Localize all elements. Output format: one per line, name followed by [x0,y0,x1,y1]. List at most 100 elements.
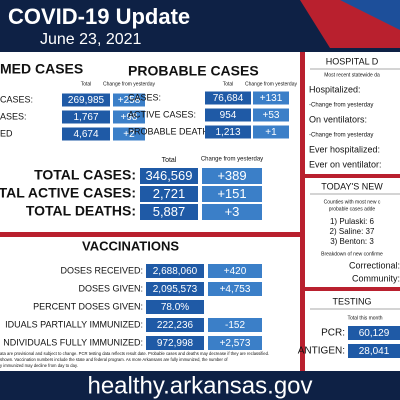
county: 2) Saline: 37 [330,227,375,236]
value-box [146,282,204,296]
column-header: Total this month [347,315,382,321]
value: 60,129 [359,328,390,339]
value-box [113,127,145,141]
row-label: ANTIGEN: [298,346,345,357]
value: 2,721 [153,186,186,201]
row-label: NDIVIDUALS FULLY IMMUNIZED: [3,337,143,347]
value: +4,753 [220,284,251,295]
intro: probable cases adde [329,206,376,212]
row-label: CASES: [128,92,161,102]
row-label: CASES: [0,94,33,104]
value: 78.0% [161,302,189,313]
section-title: HOSPITAL D [326,56,379,66]
row-label: ASES: [0,111,27,121]
value-box [146,264,204,278]
column-header: Change from yesterday [201,157,263,163]
divider [305,287,400,291]
row-label: PCR: [321,328,345,339]
value: 222,236 [157,320,194,331]
value: +98 [121,112,138,123]
value-box [140,186,198,202]
section-title: MED CASES [0,61,83,77]
value: 2,095,573 [153,284,198,295]
value-box [253,91,289,105]
value: 346,569 [146,168,193,183]
value-box [140,204,198,220]
value-box [202,168,262,184]
footnote: ata are provisional and subject to chang… [0,351,269,356]
row-label: Community: [352,273,400,283]
row-label: TOTAL DEATHS: [26,203,136,219]
row-label: DOSES RECEIVED: [60,265,143,275]
value: +1 [265,127,277,138]
value-box [62,110,110,124]
value: +3 [225,204,240,219]
row-label: PERCENT DOSES GIVEN: [33,301,143,311]
value: -152 [225,320,245,331]
row-label: TOTAL CASES: [34,167,136,183]
value: +258 [118,95,141,106]
column-header: Total [223,81,234,87]
value: +151 [217,186,246,201]
value-box [348,344,400,358]
row-label: ED [0,128,13,138]
row-label: -Change from yesterday [309,103,373,109]
section-title: TODAY'S NEW [321,181,383,191]
value: 269,985 [68,95,105,106]
side-panel [305,52,400,371]
subtitle: Most recent statewide da [324,72,380,78]
row-label: IDUALS PARTIALLY IMMUNIZED: [5,319,143,329]
intro: Counties with most new c [324,199,381,205]
value-box [208,318,262,332]
value-box [253,108,289,122]
value: +420 [224,266,247,277]
value: +131 [260,93,283,104]
row-label: TOTAL ACTIVE CASES: [0,185,136,201]
county: 3) Benton: 3 [330,237,374,246]
value: +2 [123,129,135,140]
value: 5,887 [153,204,186,219]
column-header: Change from yesterday [245,81,297,87]
value: 28,041 [359,346,390,357]
row-label: Correctional: [349,260,400,270]
footnote: shown. Vaccination numbers include the s… [0,357,228,362]
value: 1,767 [73,112,98,123]
divider [305,174,400,178]
value: 76,684 [213,93,244,104]
value-box [205,91,251,105]
date: June 23, 2021 [40,31,142,48]
value-box [208,336,262,350]
value-box [140,168,198,184]
value-box [62,93,110,107]
flag-stripe [340,0,400,30]
value: 2,688,060 [153,266,198,277]
value-box [205,108,251,122]
value-box [146,336,204,350]
value-box [146,300,204,314]
value: 954 [220,110,237,121]
value-box [113,93,145,107]
intro: Breakdown of new confirme [321,251,383,257]
row-label: Ever on ventilator: [309,159,382,169]
value-box [348,326,400,340]
value: +2,573 [220,338,251,349]
footnote: y immunized may decline from day to day. [0,363,78,368]
value: +389 [217,168,246,183]
value-box [202,204,262,220]
column-header: Total [162,157,177,164]
column-header: Total [81,81,92,87]
column-header: Change from yesterday [103,81,155,87]
row-label: DOSES GIVEN: [78,283,143,293]
value: +53 [263,110,280,121]
url: healthy.arkansas.gov [87,372,312,399]
value: 1,213 [215,127,240,138]
divider [300,52,305,371]
section-title: VACCINATIONS [82,238,179,253]
value-box [202,186,262,202]
row-label: PROBABLE DEATHS: [128,126,217,136]
county: 1) Pulaski: 6 [330,217,375,226]
divider [0,232,300,237]
row-label: Hospitalized: [309,84,361,94]
value-box [146,318,204,332]
